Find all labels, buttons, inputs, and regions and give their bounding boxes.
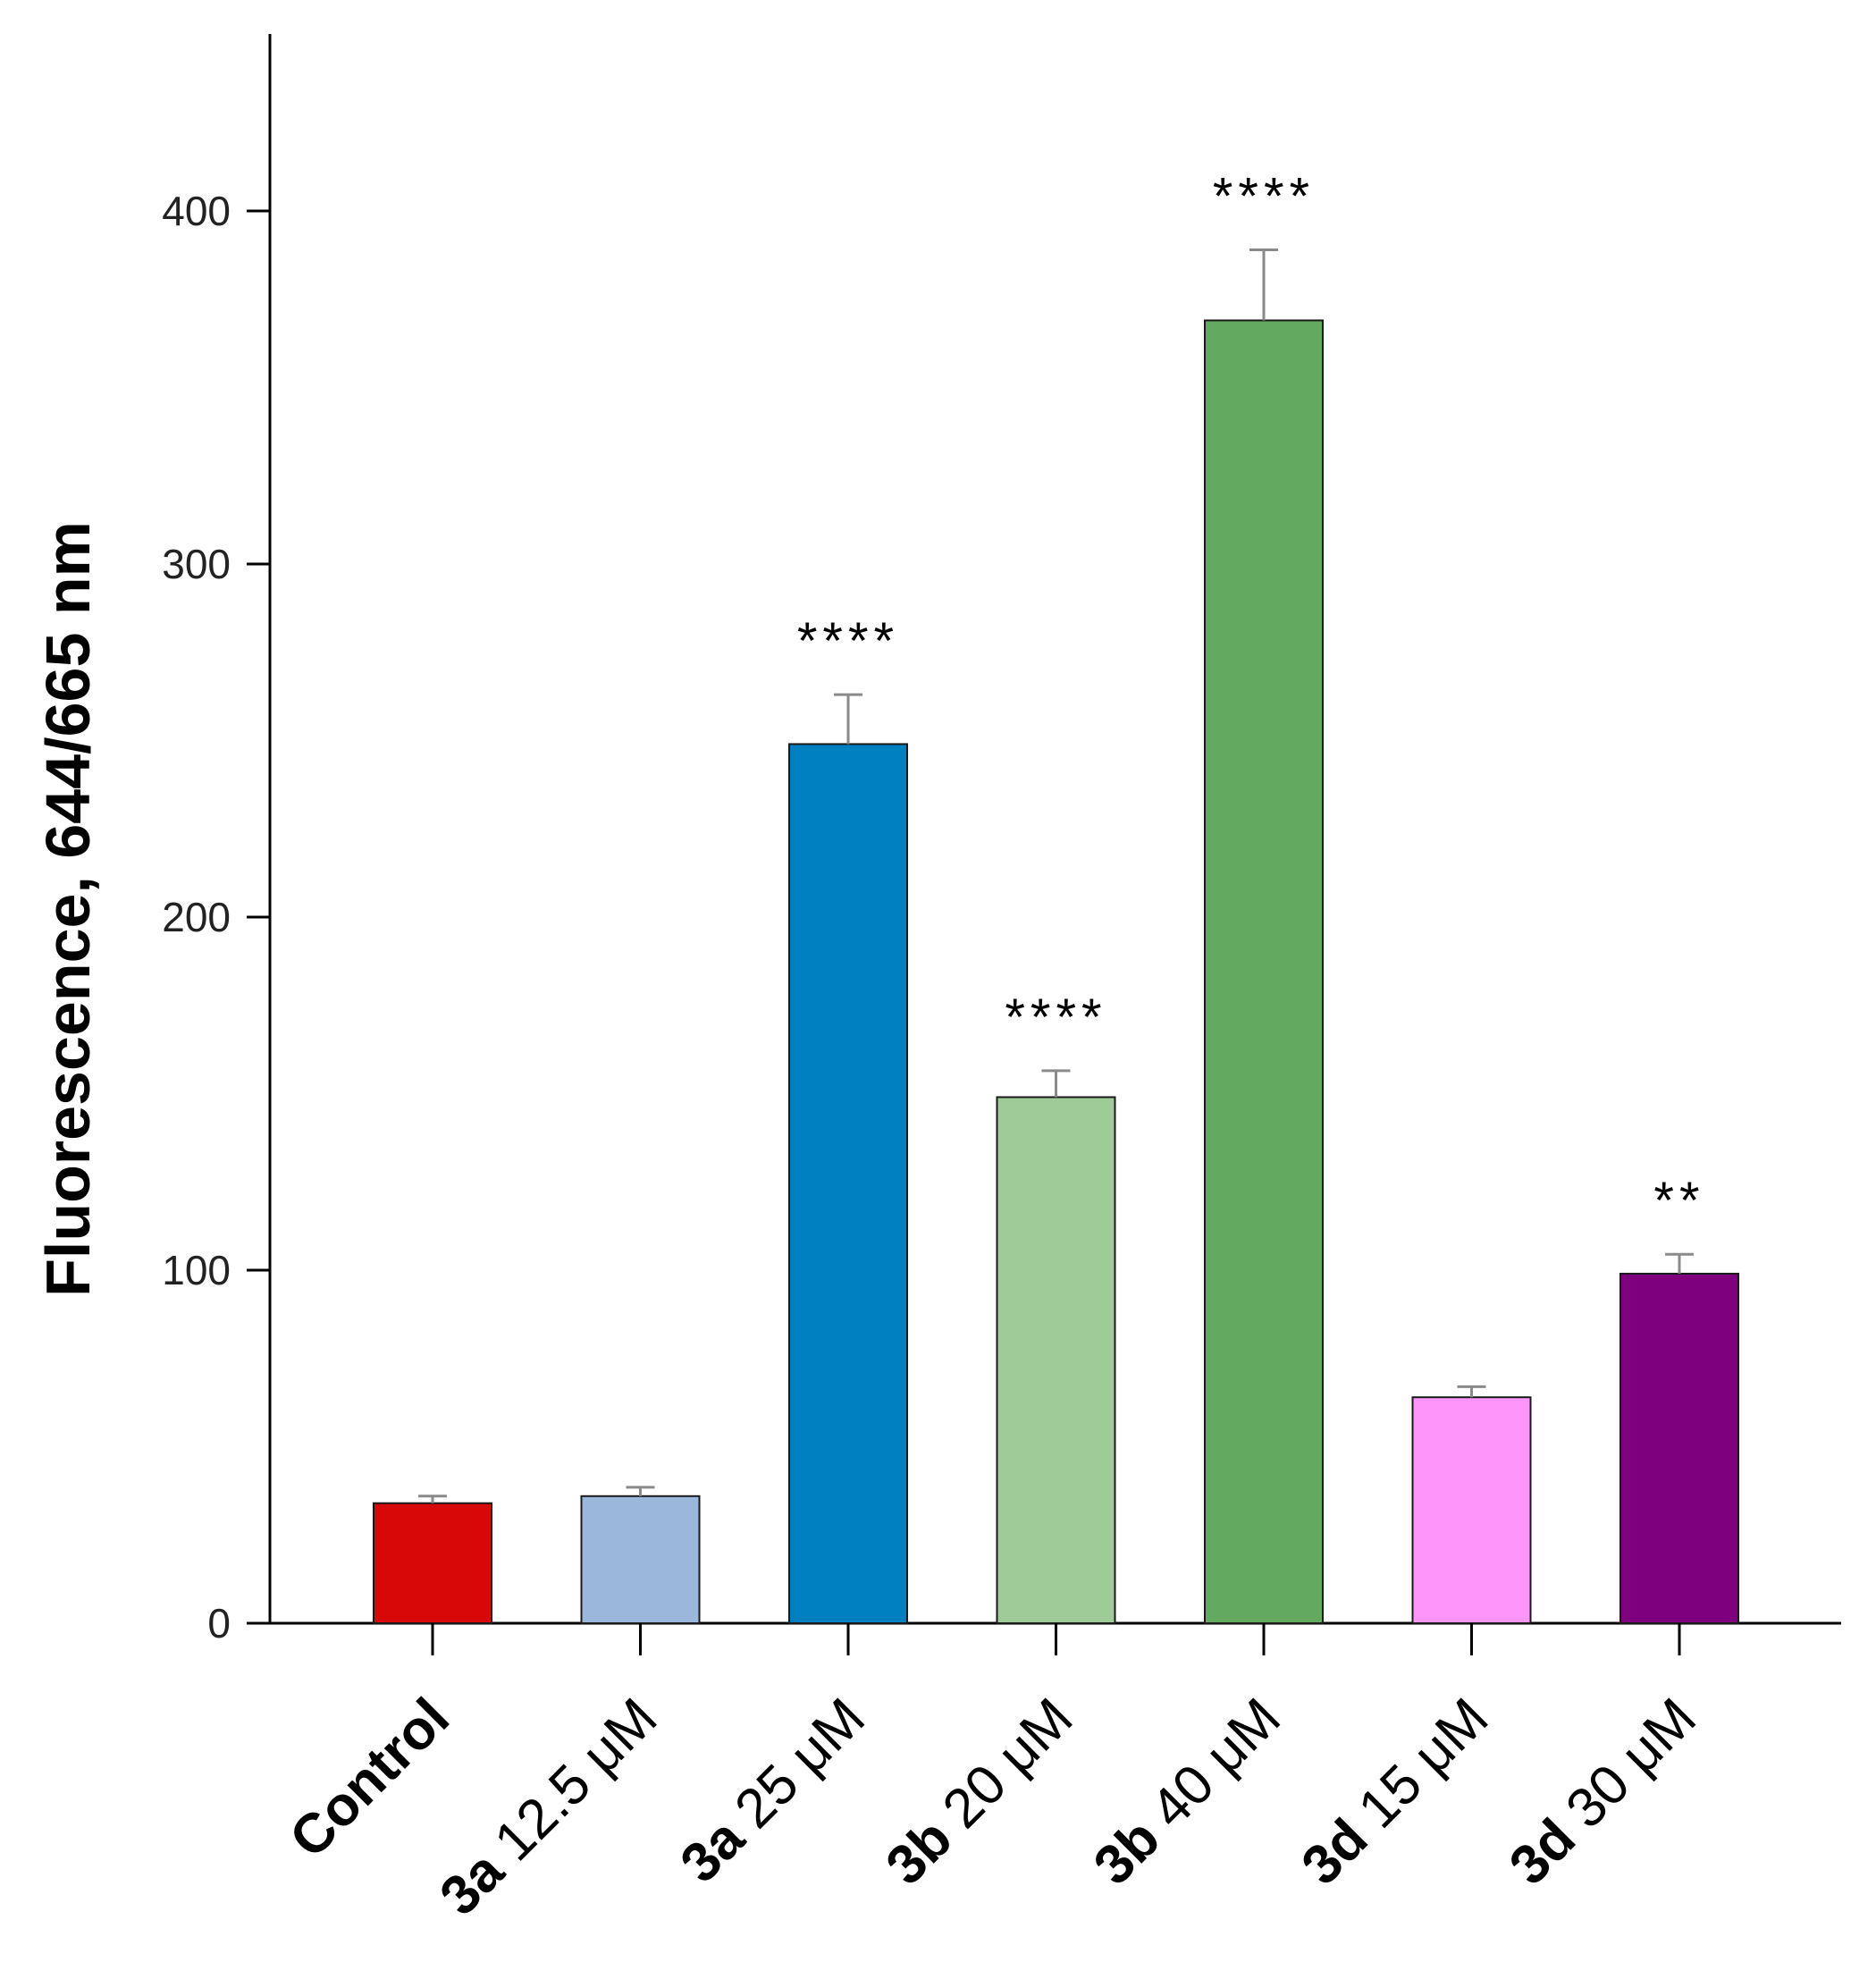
x-tick-label: 3a 12.5 μM [428, 1687, 669, 1927]
bar-group [373, 1495, 492, 1624]
x-tick-label: 3d 30 μM [1498, 1687, 1708, 1897]
bar [1619, 1272, 1739, 1624]
x-tick-label: Control [278, 1687, 461, 1870]
bar [580, 1495, 701, 1625]
x-tick-label: 3a 25 μM [669, 1687, 876, 1894]
x-tick-label-dose: 40 μM [1128, 1687, 1292, 1851]
x-tick-label: 3d 15 μM [1291, 1687, 1501, 1897]
x-tick-label-dose: 30 μM [1544, 1687, 1708, 1851]
x-tick-label-dose: 15 μM [1336, 1687, 1501, 1851]
x-tick-label-dose: 20 μM [921, 1687, 1085, 1851]
bar [996, 1096, 1116, 1624]
x-tick-label-compound: Control [278, 1687, 461, 1870]
bar-group: **** [788, 612, 908, 1624]
y-ticks: 0 100 200 300 400 [162, 188, 270, 1646]
x-tick-label-dose: 12.5 μM [472, 1687, 669, 1883]
x-tick-label: 3b 20 μM [875, 1687, 1085, 1897]
significance-label: **** [1005, 989, 1106, 1047]
y-axis-title: Fluorescence, 644/665 nm [33, 521, 103, 1297]
bar-group [1411, 1385, 1532, 1624]
bar [788, 743, 908, 1624]
bar-group: **** [1204, 167, 1324, 1625]
y-tick-label: 400 [162, 188, 231, 234]
significance-label: ** [1653, 1172, 1704, 1230]
bar-group [580, 1486, 701, 1625]
x-tick-label: 3b 40 μM [1082, 1687, 1292, 1897]
y-tick-label: 100 [162, 1247, 231, 1293]
x-tick-label-dose: 25 μM [712, 1687, 877, 1851]
y-tick-label: 0 [207, 1600, 231, 1646]
bar-group: **** [996, 989, 1116, 1624]
bars: ************** [373, 167, 1739, 1625]
significance-label: **** [1213, 167, 1315, 225]
bar [373, 1502, 492, 1624]
significance-label: **** [797, 612, 899, 670]
bar [1204, 319, 1324, 1625]
y-tick-label: 300 [162, 541, 231, 587]
bar [1411, 1396, 1532, 1624]
bar-group: ** [1619, 1172, 1739, 1624]
y-tick-label: 200 [162, 894, 231, 940]
